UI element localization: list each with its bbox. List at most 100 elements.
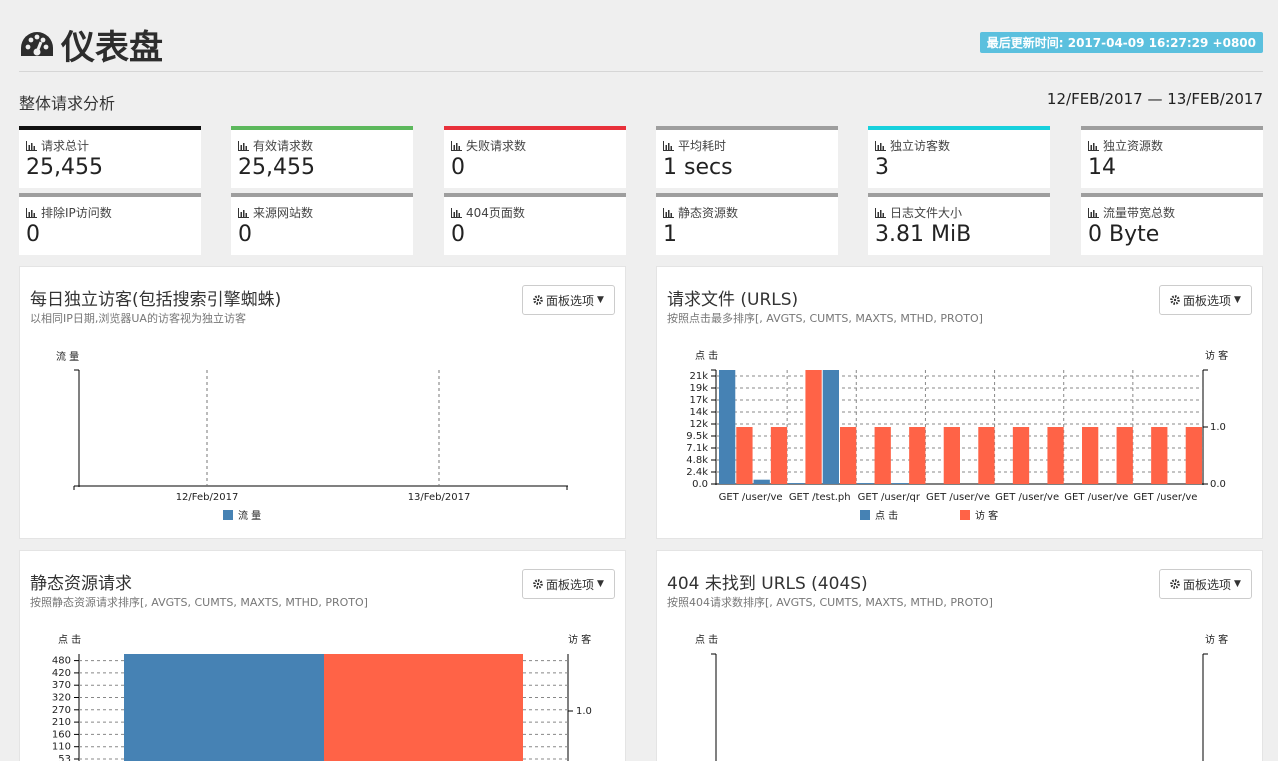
bar-hits — [857, 483, 874, 484]
stat-card-label: 失败请求数 — [466, 139, 527, 153]
bar-chart-icon — [451, 140, 462, 151]
stat-card-value: 14 — [1088, 155, 1116, 180]
panel-options-label: 面板选项 — [1183, 577, 1232, 592]
panel-subtitle: 按照点击最多排序[, AVGTS, CUMTS, MAXTS, MTHD, PR… — [667, 312, 983, 325]
bar-visitors — [943, 427, 960, 484]
bar-hits — [753, 479, 770, 484]
gear-icon — [1170, 295, 1180, 305]
panel-options-label: 面板选项 — [1183, 293, 1232, 308]
y-tick-label: 160 — [52, 729, 71, 740]
x-tick-label: GET /user/ve — [1064, 492, 1128, 503]
bar-chart-icon — [875, 207, 886, 218]
gear-icon — [533, 579, 543, 589]
page-header: 仪表盘 最后更新时间: 2017-04-09 16:27:29 +0800 — [19, 16, 1263, 72]
stat-card: 静态资源数 1 — [656, 193, 838, 255]
panel-subtitle: 按照静态资源请求排序[, AVGTS, CUMTS, MAXTS, MTHD, … — [30, 596, 368, 609]
y-tick-label: 53 — [58, 754, 71, 761]
bar-chart-icon — [26, 140, 37, 151]
visitors-chart: 流 量 12/Feb/2017 13/Feb/2017 流 量 — [56, 350, 568, 522]
legend-swatch — [223, 510, 233, 520]
panel-title: 404 未找到 URLS (404S) — [667, 574, 868, 594]
y2-axis-label: 访 客 — [568, 633, 591, 646]
x-tick-label: GET /user/ve — [995, 492, 1059, 503]
chevron-down-icon: ▼ — [597, 579, 604, 589]
y2-axis-label: 访 客 — [1205, 633, 1228, 646]
bar-chart-icon — [1088, 207, 1099, 218]
panel-options-button[interactable]: 面板选项 ▼ — [522, 285, 615, 315]
stat-card-value: 0 Byte — [1088, 222, 1160, 247]
stat-card-label: 有效请求数 — [253, 139, 314, 153]
bar-chart-icon — [451, 207, 462, 218]
y-tick-label: 270 — [52, 705, 71, 716]
panel-options-label: 面板选项 — [546, 293, 595, 308]
stat-card: 流量带宽总数 0 Byte — [1081, 193, 1263, 255]
y-tick-label: 480 — [52, 656, 71, 667]
page-title-text: 仪表盘 — [61, 28, 163, 68]
y-tick-label: 320 — [52, 693, 71, 704]
panel-options-button[interactable]: 面板选项 ▼ — [1159, 285, 1252, 315]
bar-visitors — [1012, 427, 1030, 484]
bar-visitors — [324, 654, 523, 761]
stat-card: 失败请求数 0 — [444, 126, 626, 188]
stat-card: 日志文件大小 3.81 MiB — [868, 193, 1050, 255]
bar-visitors — [978, 427, 995, 484]
bar-chart-icon — [26, 207, 37, 218]
bar-chart-icon — [663, 140, 674, 151]
bar-hits — [124, 654, 324, 761]
y-tick-label: 0.0 — [692, 479, 708, 490]
panel-title: 静态资源请求 — [30, 574, 132, 594]
panel-options-label: 面板选项 — [546, 577, 595, 592]
x-tick-label: GET /user/qr — [858, 492, 921, 503]
y2-tick-label: 0.0 — [1210, 479, 1226, 490]
gear-icon — [533, 295, 543, 305]
stat-card-value: 25,455 — [238, 155, 315, 180]
y-tick-label: 210 — [52, 717, 71, 728]
y-tick-label: 420 — [52, 668, 71, 679]
chevron-down-icon: ▼ — [597, 295, 604, 305]
y2-tick-label: 1.0 — [576, 706, 592, 717]
stat-card: 独立资源数 14 — [1081, 126, 1263, 188]
requests-chart: 点 击 访 客 0.02.4k4.8k7.1k9.5k12k14k17k19k2… — [686, 349, 1228, 522]
y-axis-label: 点 击 — [695, 350, 718, 362]
y-tick-label: 2.4k — [686, 467, 708, 478]
bar-visitors — [805, 370, 822, 484]
panel-options-button[interactable]: 面板选项 ▼ — [1159, 569, 1252, 599]
stat-card-label: 来源网站数 — [253, 206, 314, 220]
bar-chart-icon — [238, 207, 249, 218]
panel-options-button[interactable]: 面板选项 ▼ — [522, 569, 615, 599]
bar-visitors — [770, 427, 788, 484]
bar-visitors — [1151, 427, 1168, 484]
y2-axis-label: 访 客 — [1205, 349, 1228, 362]
x-tick-label: 12/Feb/2017 — [176, 492, 239, 503]
stat-card-label: 独立资源数 — [1103, 139, 1164, 153]
stat-card-label: 排除IP访问数 — [41, 206, 112, 220]
y-tick-label: 7.1k — [686, 443, 708, 454]
panel-title: 每日独立访客(包括搜索引擎蜘蛛) — [30, 290, 282, 310]
x-tick-label: GET /user/ve — [1133, 492, 1197, 503]
y-tick-label: 21k — [689, 371, 708, 382]
overview-header: 整体请求分析 12/FEB/2017 — 13/FEB/2017 — [19, 90, 1263, 113]
y-tick-label: 17k — [689, 395, 708, 406]
stat-card: 请求总计 25,455 — [19, 126, 201, 188]
stat-card: 排除IP访问数 0 — [19, 193, 201, 255]
y-tick-label: 9.5k — [686, 431, 708, 442]
stat-card-value: 0 — [451, 222, 465, 247]
stat-card-value: 0 — [238, 222, 252, 247]
stat-card-label: 静态资源数 — [678, 206, 739, 220]
stat-card-label: 404页面数 — [466, 206, 525, 220]
bar-chart-icon — [1088, 140, 1099, 151]
legend-swatch — [860, 510, 870, 520]
bar-visitors — [909, 427, 926, 484]
bar-hits — [822, 370, 839, 484]
bar-visitors — [874, 427, 891, 484]
panel-subtitle: 按照404请求数排序[, AVGTS, CUMTS, MAXTS, MTHD, … — [667, 596, 993, 609]
panel-requests: 请求文件 (URLS) 按照点击最多排序[, AVGTS, CUMTS, MAX… — [656, 266, 1263, 539]
y-tick-label: 14k — [689, 407, 708, 418]
stat-card: 404页面数 0 — [444, 193, 626, 255]
x-tick-label: GET /user/ve — [719, 492, 783, 503]
bar-hits — [719, 370, 736, 484]
y-axis-label: 流 量 — [56, 350, 79, 363]
chevron-down-icon: ▼ — [1234, 295, 1241, 305]
legend-label: 点 击 — [875, 510, 898, 522]
